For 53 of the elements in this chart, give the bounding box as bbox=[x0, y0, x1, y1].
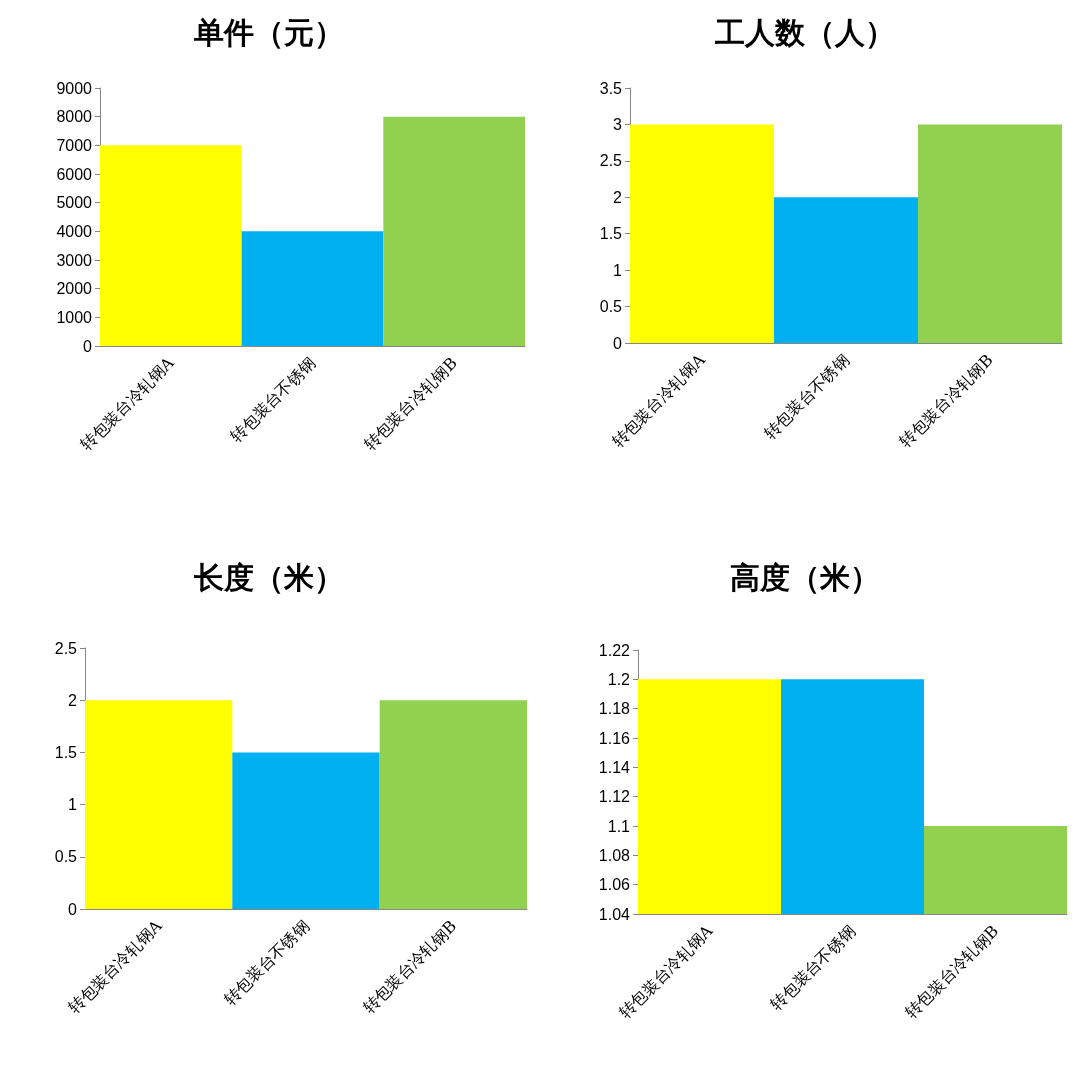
y-tick-label: 2.5 bbox=[599, 152, 623, 170]
x-tick-label: 转包装台冷轧钢B bbox=[895, 350, 997, 452]
y-tick-label: 4000 bbox=[56, 222, 93, 240]
y-tick-label: 0.5 bbox=[54, 848, 78, 866]
x-tick-label: 转包装台冷轧钢A bbox=[76, 352, 178, 455]
y-tick-label: 2 bbox=[68, 691, 78, 709]
y-tick-label: 1000 bbox=[56, 308, 93, 326]
y-tick-label: 2 bbox=[613, 188, 623, 206]
bar bbox=[100, 145, 242, 346]
chart-title: 单件（元） bbox=[192, 14, 344, 50]
y-tick-label: 0 bbox=[83, 337, 93, 355]
chart-title: 工人数（人） bbox=[714, 14, 895, 50]
y-tick-label: 7000 bbox=[56, 136, 93, 154]
chart-title: 长度（米） bbox=[192, 559, 344, 595]
x-tick-label: 转包装台不锈钢 bbox=[760, 350, 853, 443]
y-tick-label: 1.22 bbox=[598, 641, 631, 659]
y-tick-label: 3000 bbox=[56, 251, 93, 269]
y-tick-label: 1.2 bbox=[607, 670, 631, 688]
x-tick-label: 转包装台冷轧钢A bbox=[64, 915, 166, 1018]
y-tick-label: 5000 bbox=[56, 194, 93, 212]
x-tick-label: 转包装台不锈钢 bbox=[226, 353, 320, 446]
y-tick-label: 8000 bbox=[56, 108, 93, 126]
y-tick-label: 3.5 bbox=[599, 79, 623, 97]
y-tick-label: 0.5 bbox=[599, 298, 623, 316]
bar bbox=[241, 231, 384, 346]
x-tick-label: 转包装台冷轧钢A bbox=[607, 349, 710, 452]
bar bbox=[383, 116, 525, 346]
y-tick-label: 2000 bbox=[56, 280, 93, 298]
x-tick-label: 转包装台冷轧钢B bbox=[901, 921, 1003, 1023]
y-tick-label: 1.16 bbox=[598, 729, 631, 747]
x-tick-label: 转包装台不锈钢 bbox=[766, 921, 860, 1014]
y-tick-label: 1.14 bbox=[598, 758, 631, 776]
x-tick-label: 转包装台冷轧钢B bbox=[359, 916, 461, 1018]
y-tick-label: 2.5 bbox=[54, 639, 78, 657]
y-tick-label: 0 bbox=[613, 334, 623, 352]
y-tick-label: 1.12 bbox=[598, 788, 631, 806]
y-tick-label: 1.5 bbox=[54, 743, 78, 761]
y-tick-label: 1 bbox=[613, 261, 623, 279]
x-tick-label: 转包装台冷轧钢A bbox=[615, 920, 717, 1023]
y-tick-label: 1.06 bbox=[598, 876, 631, 894]
y-tick-label: 6000 bbox=[56, 165, 93, 183]
y-tick-label: 9000 bbox=[56, 79, 93, 97]
x-tick-label: 转包装台冷轧钢B bbox=[359, 353, 461, 455]
y-tick-label: 1.08 bbox=[598, 846, 631, 864]
chart-title: 高度（米） bbox=[730, 559, 880, 595]
y-tick-label: 1.04 bbox=[598, 905, 631, 923]
x-tick-label: 转包装台不锈钢 bbox=[220, 916, 313, 1009]
y-tick-label: 1.18 bbox=[598, 700, 631, 718]
y-tick-label: 3 bbox=[613, 115, 623, 133]
y-tick-label: 1.1 bbox=[607, 817, 631, 835]
y-tick-label: 1 bbox=[68, 796, 78, 814]
y-tick-label: 1.5 bbox=[599, 225, 623, 243]
y-tick-label: 0 bbox=[68, 900, 78, 918]
